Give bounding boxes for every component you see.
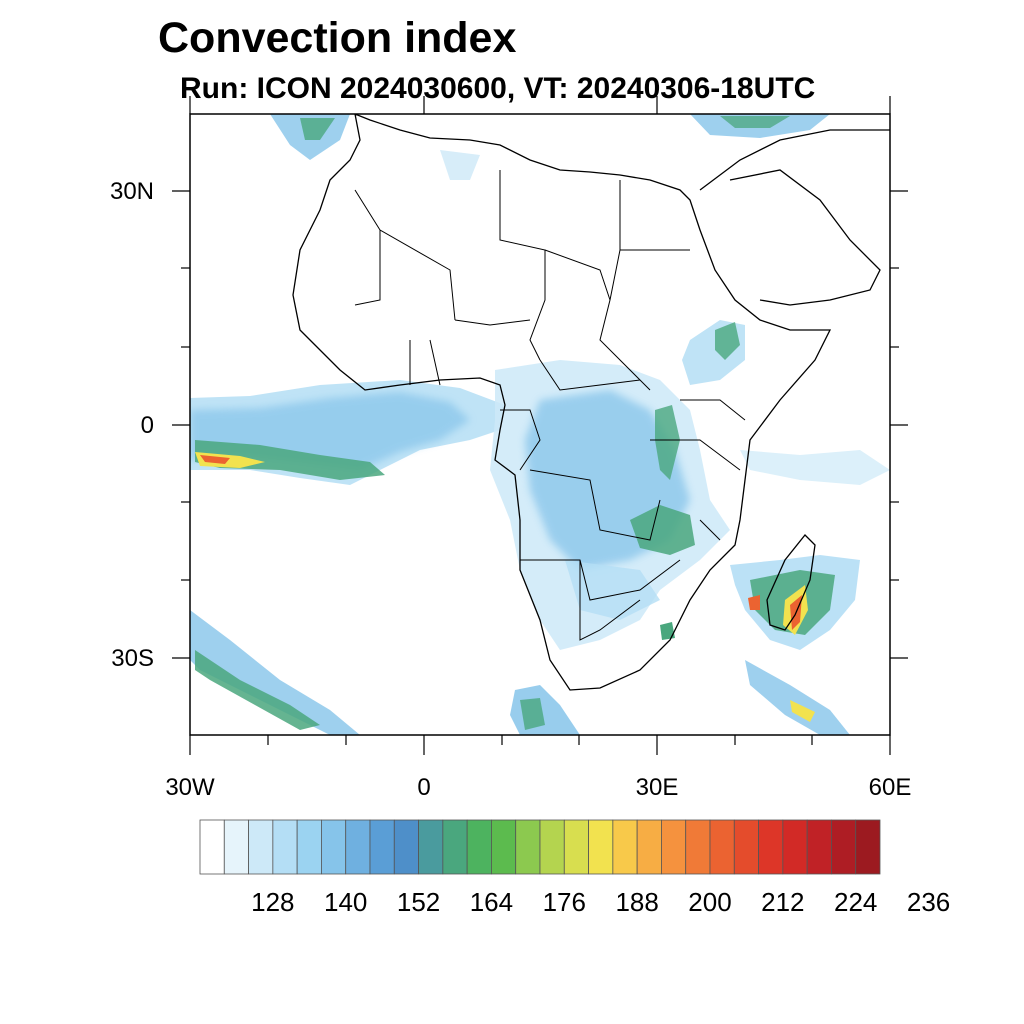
lat-label-30s: 30S bbox=[111, 645, 154, 672]
colorbar-box bbox=[199, 819, 225, 875]
colorbar-box bbox=[831, 819, 857, 875]
lon-label-60e: 60E bbox=[868, 774, 912, 801]
colorbar-label: 224 bbox=[834, 887, 878, 917]
colorbar-label: 212 bbox=[761, 887, 805, 917]
colorbar-box bbox=[733, 819, 759, 875]
colorbar-label: 152 bbox=[396, 887, 441, 917]
colorbar-box bbox=[418, 819, 444, 875]
colorbar-box bbox=[466, 819, 492, 875]
colorbar-box bbox=[442, 819, 468, 875]
southwest-streak bbox=[190, 610, 360, 735]
colorbar-box bbox=[709, 819, 735, 875]
colorbar-box bbox=[806, 819, 832, 875]
lon-label-30w: 30W bbox=[165, 774, 215, 801]
colorbar-box bbox=[345, 819, 371, 875]
colorbar-box bbox=[369, 819, 395, 875]
chart-title: Convection index bbox=[158, 14, 517, 62]
colorbar-box bbox=[685, 819, 711, 875]
colorbar-label: 176 bbox=[542, 887, 586, 917]
colorbar-box bbox=[491, 819, 517, 875]
colorbar-box bbox=[855, 819, 881, 875]
colorbar-box bbox=[321, 819, 347, 875]
colorbar-label: 128 bbox=[251, 887, 295, 917]
colorbar-label: 164 bbox=[469, 887, 514, 917]
convection-field bbox=[190, 114, 890, 735]
colorbar bbox=[199, 819, 881, 875]
southeast-streak bbox=[745, 660, 850, 735]
colorbar-box bbox=[758, 819, 784, 875]
lat-label-30n: 30N bbox=[109, 178, 154, 205]
colorbar-box bbox=[223, 819, 249, 875]
colorbar-box bbox=[661, 819, 687, 875]
axis-ticks bbox=[172, 96, 908, 755]
colorbar-box bbox=[539, 819, 565, 875]
lat-label-0: 0 bbox=[140, 412, 154, 439]
colorbar-box bbox=[272, 819, 298, 875]
colorbar-box bbox=[612, 819, 638, 875]
lon-label-30e: 30E bbox=[635, 774, 679, 801]
country-borders bbox=[354, 170, 746, 641]
chart-subtitle: Run: ICON 2024030600, VT: 20240306-18UTC bbox=[180, 72, 816, 105]
colorbar-box bbox=[296, 819, 322, 875]
colorbar-box bbox=[636, 819, 662, 875]
colorbar-box bbox=[393, 819, 419, 875]
colorbar-box bbox=[515, 819, 541, 875]
colorbar-box bbox=[248, 819, 274, 875]
coastlines bbox=[292, 114, 890, 691]
lon-label-0: 0 bbox=[417, 774, 431, 801]
colorbar-box bbox=[563, 819, 589, 875]
colorbar-box bbox=[782, 819, 808, 875]
colorbar-label: 188 bbox=[615, 887, 659, 917]
colorbar-box bbox=[588, 819, 614, 875]
colorbar-label: 236 bbox=[906, 887, 951, 917]
colorbar-label: 140 bbox=[324, 887, 368, 917]
colorbar-label: 200 bbox=[688, 887, 732, 917]
